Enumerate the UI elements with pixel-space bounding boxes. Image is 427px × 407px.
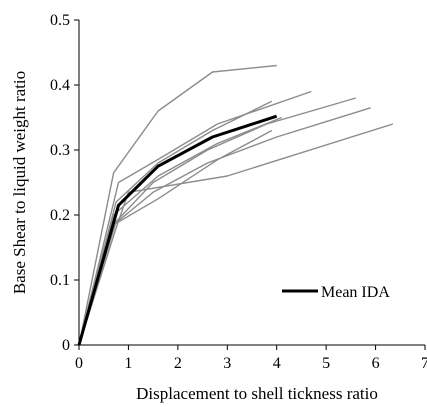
legend: Mean IDA <box>282 284 390 301</box>
series-line-record-8 <box>78 123 394 346</box>
series-line-record-6 <box>78 107 371 346</box>
y-tick-label: 0.5 <box>50 12 70 29</box>
series-line-record-1 <box>78 64 277 346</box>
y-tick-label: 0.1 <box>50 272 70 289</box>
ticks-layer: 0 1 2 3 4 5 6 7 0 0.1 0.2 0.3 0.4 0.5 <box>50 12 427 372</box>
y-axis-title: Base Shear to liquid weight ratio <box>10 71 29 294</box>
series-layer <box>77 64 394 346</box>
series-line-record-4 <box>78 116 282 346</box>
series-line-mean-ida <box>77 114 278 346</box>
x-tick-label: 1 <box>124 355 132 372</box>
x-tick-label: 7 <box>421 355 427 372</box>
x-tick-label: 3 <box>223 355 231 372</box>
y-tick-label: 0.3 <box>50 142 70 159</box>
y-tick-label: 0 <box>62 337 70 354</box>
y-tick-label: 0.4 <box>50 77 70 94</box>
x-tick-label: 4 <box>273 355 281 372</box>
series-line-record-5 <box>78 97 356 346</box>
x-tick-label: 6 <box>372 355 380 372</box>
x-tick-label: 5 <box>322 355 330 372</box>
legend-label-mean-ida: Mean IDA <box>321 284 390 301</box>
y-tick-label: 0.2 <box>50 207 70 224</box>
x-tick-label: 0 <box>75 355 83 372</box>
x-axis-title: Displacement to shell tickness ratio <box>136 384 378 403</box>
x-tick-label: 2 <box>174 355 182 372</box>
